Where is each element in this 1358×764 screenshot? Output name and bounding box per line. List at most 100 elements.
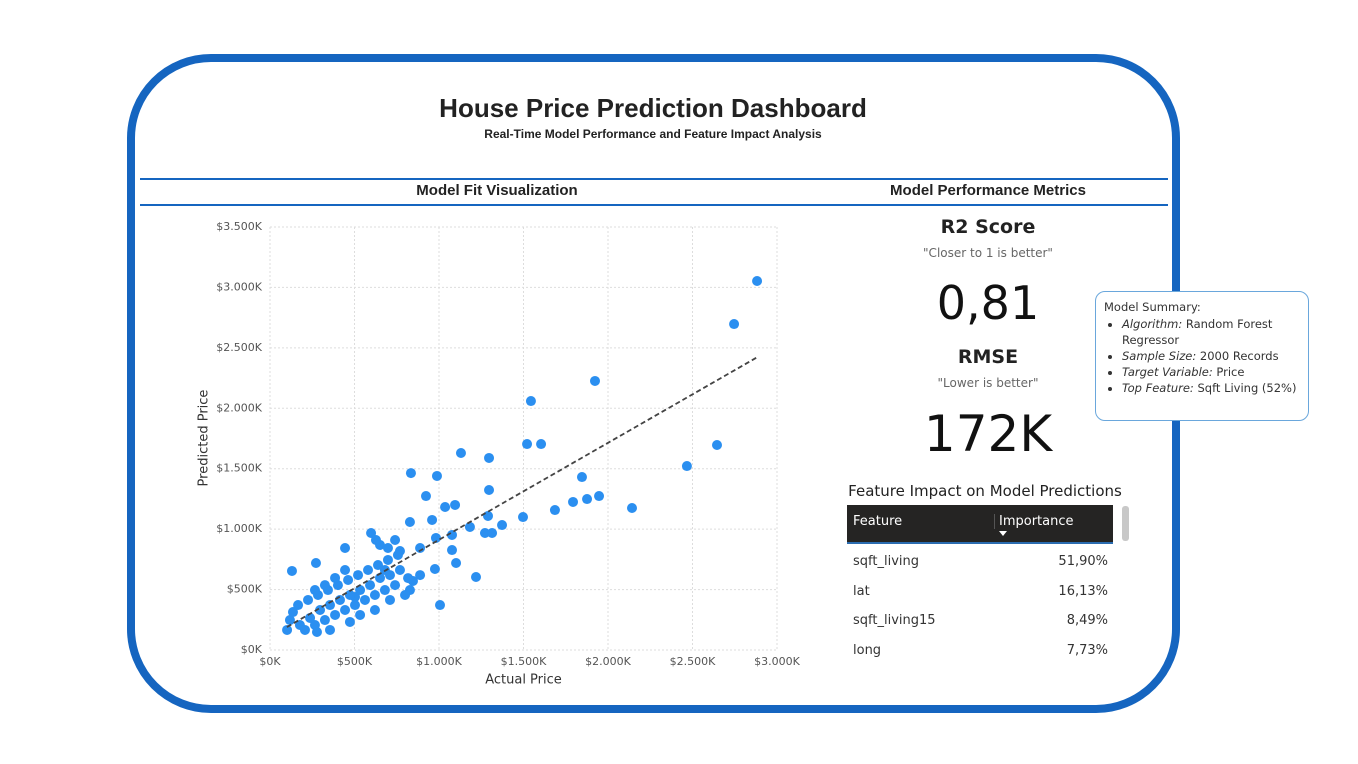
y-tick-label: $3.500K bbox=[216, 220, 262, 233]
point bbox=[484, 484, 495, 495]
y-axis-label: Predicted Price bbox=[197, 390, 212, 487]
point bbox=[479, 528, 490, 539]
point bbox=[429, 564, 440, 575]
point bbox=[497, 520, 508, 531]
y-tick-label: $1.000K bbox=[216, 522, 262, 535]
point bbox=[626, 502, 637, 513]
feature-importance: 16,13% bbox=[1058, 583, 1108, 599]
table-row: sqft_living15 8,49% bbox=[847, 607, 1113, 637]
tooltip: Model Summary: Algorithm: Random Forest … bbox=[1095, 291, 1309, 421]
item-text: 2000 Records bbox=[1199, 349, 1279, 363]
point bbox=[420, 491, 431, 502]
point bbox=[400, 590, 411, 601]
subtitle: Real-Time Model Performance and Feature … bbox=[484, 127, 822, 141]
point bbox=[379, 585, 390, 596]
point bbox=[334, 594, 345, 605]
point bbox=[589, 375, 600, 386]
item-text: Price bbox=[1216, 365, 1245, 379]
tooltip-item: Algorithm: Random Forest Regressor bbox=[1122, 316, 1300, 348]
point bbox=[319, 615, 330, 626]
y-tick-label: $2.500K bbox=[216, 341, 262, 354]
point bbox=[447, 529, 458, 540]
point bbox=[594, 491, 605, 502]
point bbox=[451, 557, 462, 568]
x-tick-label: $2.000K bbox=[585, 655, 631, 668]
x-tick-label: $1.000K bbox=[416, 655, 462, 668]
point bbox=[404, 517, 415, 528]
tooltip-list: Algorithm: Random Forest RegressorSample… bbox=[1104, 316, 1300, 396]
point bbox=[311, 626, 322, 637]
point bbox=[372, 560, 383, 571]
table-header: Feature Importance bbox=[847, 505, 1113, 544]
point bbox=[344, 590, 355, 601]
x-axis-label: Actual Price bbox=[485, 673, 562, 688]
x-tick-label: $2.500K bbox=[670, 655, 716, 668]
x-tick-label: $3.000K bbox=[754, 655, 800, 668]
point bbox=[305, 612, 316, 623]
scrollbar[interactable] bbox=[1122, 506, 1129, 541]
item-label: Target Variable: bbox=[1122, 365, 1213, 379]
point bbox=[712, 440, 723, 451]
point bbox=[309, 585, 320, 596]
metric-value: 0,81 bbox=[936, 276, 1040, 330]
point bbox=[353, 570, 364, 581]
point bbox=[464, 521, 475, 532]
point bbox=[549, 505, 560, 516]
point bbox=[525, 396, 536, 407]
table-title: Feature Impact on Model Predictions bbox=[848, 482, 1122, 500]
point bbox=[355, 585, 366, 596]
feature-table: Feature Importance sqft_living 51,90% lat 1… bbox=[847, 505, 1113, 666]
point bbox=[369, 590, 380, 601]
y-tick-label: $500K bbox=[227, 583, 263, 596]
point bbox=[431, 470, 442, 481]
tooltip-item: Target Variable: Price bbox=[1122, 364, 1300, 380]
trend-line bbox=[286, 356, 758, 628]
column-header[interactable]: Importance bbox=[994, 514, 1074, 529]
point bbox=[310, 557, 321, 568]
point bbox=[282, 624, 293, 635]
point bbox=[365, 580, 376, 591]
point bbox=[415, 542, 426, 553]
column-header[interactable]: Feature bbox=[853, 514, 903, 529]
point bbox=[392, 550, 403, 561]
point bbox=[536, 439, 547, 450]
point bbox=[355, 609, 366, 620]
sort-indicator[interactable] bbox=[999, 531, 1007, 536]
metric-hint: "Closer to 1 is better" bbox=[923, 246, 1053, 260]
y-tick-label: $0K bbox=[241, 643, 263, 656]
metric-title: R2 Score bbox=[940, 216, 1036, 238]
point bbox=[369, 604, 380, 615]
feature-name: sqft_living15 bbox=[853, 613, 936, 628]
point bbox=[582, 494, 593, 505]
point bbox=[394, 564, 405, 575]
point bbox=[390, 535, 401, 546]
y-tick-label: $3.000K bbox=[216, 280, 262, 293]
point bbox=[363, 564, 374, 575]
item-label: Algorithm: bbox=[1122, 317, 1183, 331]
metric-hint: "Lower is better" bbox=[937, 376, 1039, 390]
point bbox=[752, 276, 763, 287]
feature-name: sqft_living bbox=[853, 554, 919, 569]
point bbox=[390, 580, 401, 591]
point bbox=[359, 594, 370, 605]
point bbox=[427, 514, 438, 525]
point bbox=[340, 542, 351, 553]
tooltip-item: Top Feature: Sqft Living (52%) bbox=[1122, 380, 1300, 396]
point bbox=[440, 502, 451, 513]
table-row: long 7,73% bbox=[847, 637, 1113, 667]
title: House Price Prediction Dashboard bbox=[439, 93, 867, 123]
feature-name: long bbox=[853, 642, 882, 658]
point bbox=[382, 554, 393, 565]
point bbox=[681, 461, 692, 472]
table-row: lat 16,13% bbox=[847, 578, 1113, 608]
point bbox=[340, 604, 351, 615]
point bbox=[483, 510, 494, 521]
metric-value: 172K bbox=[923, 405, 1053, 463]
y-tick-label: $2.000K bbox=[216, 401, 262, 414]
point bbox=[450, 499, 461, 510]
point bbox=[303, 594, 314, 605]
tooltip-title: Model Summary: bbox=[1104, 300, 1201, 314]
table-body: sqft_living 51,90% lat 16,13% sqft_living15 8… bbox=[847, 544, 1113, 666]
point bbox=[455, 448, 466, 459]
